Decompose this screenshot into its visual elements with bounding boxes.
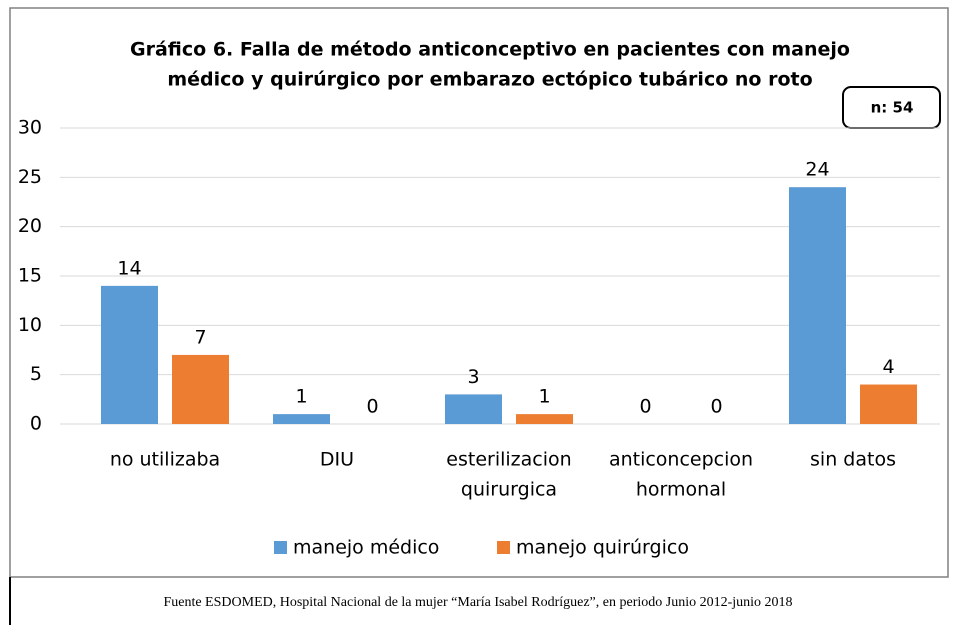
bar [101, 285, 158, 424]
legend-label: manejo médico [293, 537, 439, 559]
x-tick-label: anticoncepcion [609, 449, 753, 471]
legend-swatch [274, 541, 287, 554]
x-tick-label: no utilizaba [110, 449, 220, 471]
y-tick-label: 25 [18, 166, 42, 188]
y-tick-label: 30 [18, 117, 42, 139]
data-label: 3 [467, 366, 479, 388]
chart-title: médico y quirúrgico por embarazo ectópic… [167, 69, 812, 91]
bar [273, 414, 330, 424]
bar [172, 354, 229, 424]
bar [789, 187, 846, 424]
data-label: 14 [117, 257, 141, 279]
data-label: 24 [805, 159, 829, 181]
y-tick-label: 5 [30, 363, 42, 385]
y-tick-label: 15 [18, 265, 42, 287]
data-label: 0 [710, 396, 722, 418]
data-label: 4 [882, 356, 894, 378]
legend-swatch [497, 541, 510, 554]
legend-label: manejo quirúrgico [516, 537, 689, 559]
chart-title: Gráfico 6. Falla de método anticonceptiv… [130, 39, 850, 61]
bar [516, 414, 573, 424]
y-tick-label: 0 [30, 413, 42, 435]
data-label: 7 [194, 326, 206, 348]
x-tick-label: hormonal [636, 479, 726, 501]
footer: Fuente ESDOMED, Hospital Nacional de la … [163, 595, 792, 610]
data-label: 0 [639, 396, 651, 418]
bar [860, 384, 917, 424]
data-label: 0 [366, 396, 378, 418]
y-tick-label: 20 [18, 215, 42, 237]
x-tick-label: esterilizacion [446, 449, 571, 471]
x-tick-label: sin datos [810, 449, 896, 471]
x-tick-label: DIU [320, 449, 354, 471]
data-label: 1 [538, 386, 550, 408]
y-tick-label: 10 [18, 314, 42, 336]
data-label: 1 [295, 386, 307, 408]
x-tick-label: quirurgica [461, 479, 557, 501]
bar [445, 394, 502, 424]
annotation: n: 54 [871, 99, 914, 117]
